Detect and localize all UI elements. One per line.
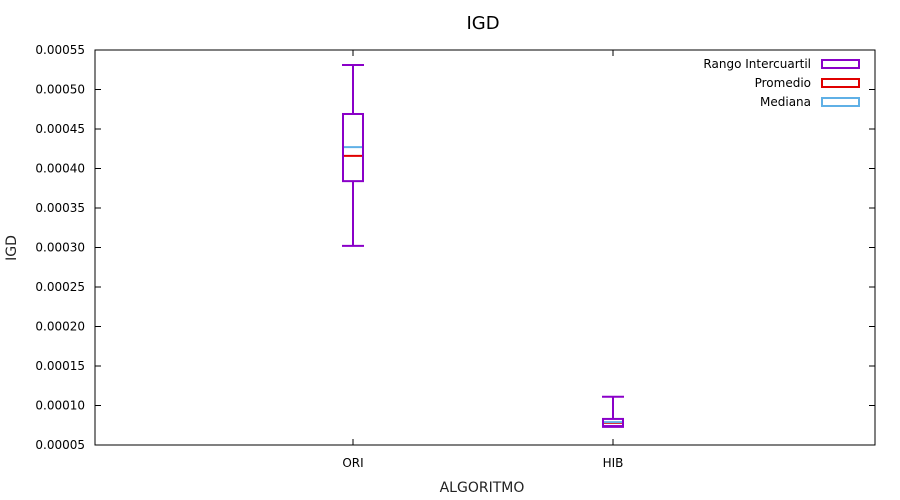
y-tick-label: 0.00010 [35, 399, 85, 413]
y-tick-label: 0.00030 [35, 241, 85, 255]
y-tick-label: 0.00045 [35, 122, 85, 136]
plot-area-frame [94, 49, 876, 446]
x-axis-ticks: ORI HIB [342, 50, 623, 470]
legend-swatch [821, 78, 860, 88]
y-tick-label: 0.00040 [35, 162, 85, 176]
chart-title: IGD [466, 13, 499, 34]
y-tick-label: 0.00025 [35, 280, 85, 294]
y-tick-label: 0.00005 [35, 438, 85, 452]
x-tick-label: ORI [342, 456, 363, 470]
x-tick-label: HIB [603, 456, 624, 470]
legend: Rango Intercuartil Promedio Mediana [703, 57, 860, 109]
y-tick-label: 0.00035 [35, 201, 85, 215]
box-ori [342, 64, 364, 247]
y-tick-label: 0.00020 [35, 320, 85, 334]
legend-swatch [821, 97, 860, 107]
interquartile-box [602, 417, 624, 428]
legend-label: Promedio [755, 76, 811, 90]
y-axis-ticks: 0.00005 0.00010 0.00015 0.00020 0.00025 0.000… [35, 43, 875, 452]
x-axis-label: ALGORITMO [440, 480, 525, 496]
legend-label: Rango Intercuartil [703, 57, 811, 71]
box-series [342, 64, 624, 428]
legend-label: Mediana [760, 95, 811, 109]
y-tick-label: 0.00055 [35, 43, 85, 57]
y-axis-label: IGD [4, 235, 20, 261]
y-tick-label: 0.00050 [35, 83, 85, 97]
interquartile-box [342, 112, 364, 183]
box-hib [602, 395, 624, 428]
legend-swatch [821, 59, 860, 69]
y-tick-label: 0.00015 [35, 359, 85, 373]
